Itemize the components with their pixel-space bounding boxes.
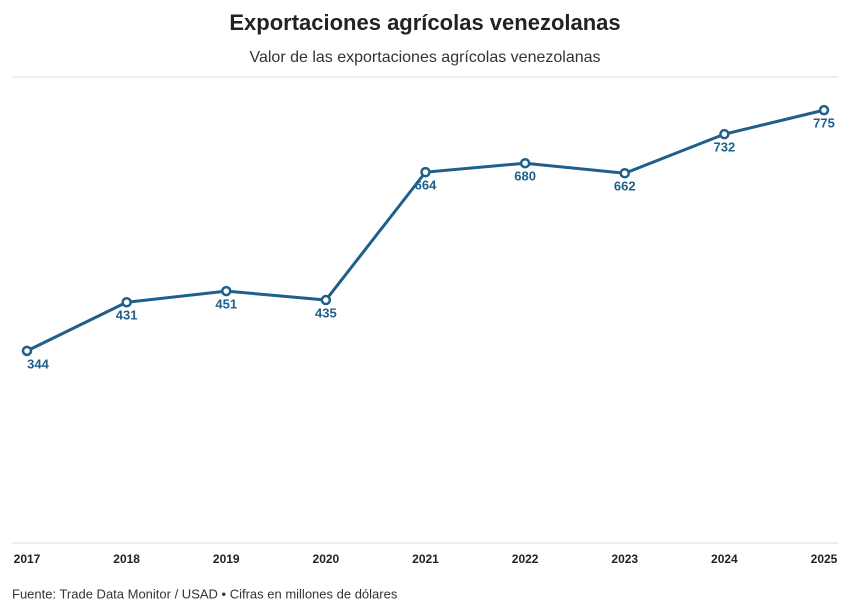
- data-label: 344: [27, 356, 49, 371]
- chart-subtitle: Valor de las exportaciones agrícolas ven…: [249, 49, 600, 66]
- data-label: 435: [315, 305, 337, 320]
- x-tick-label: 2022: [512, 552, 539, 566]
- x-tick-label: 2017: [14, 552, 41, 566]
- x-tick-label: 2018: [113, 552, 140, 566]
- data-label: 662: [614, 179, 636, 194]
- data-line: [26, 108, 825, 353]
- x-tick-label: 2025: [811, 552, 838, 566]
- x-tick-label: 2023: [611, 552, 638, 566]
- x-tick-label: 2024: [711, 552, 738, 566]
- data-point: [519, 157, 531, 169]
- x-tick-label: 2021: [412, 552, 439, 566]
- source-note: Fuente: Trade Data Monitor / USAD • Cifr…: [12, 586, 398, 601]
- data-label: 664: [415, 178, 437, 193]
- data-point: [420, 166, 431, 178]
- data-point: [719, 128, 730, 140]
- data-point: [221, 285, 232, 297]
- data-label: 680: [514, 169, 536, 184]
- data-label: 451: [215, 297, 237, 312]
- data-point: [619, 167, 630, 179]
- data-point: [818, 104, 830, 116]
- data-label: 431: [116, 308, 138, 323]
- data-point: [121, 297, 132, 308]
- data-point: [320, 294, 332, 306]
- data-label: 775: [813, 116, 835, 131]
- data-point: [21, 345, 33, 357]
- x-tick-label: 2019: [213, 552, 240, 566]
- chart-title: Exportaciones agrícolas venezolanas: [229, 10, 620, 35]
- data-label: 732: [714, 140, 736, 155]
- x-tick-label: 2020: [313, 552, 340, 566]
